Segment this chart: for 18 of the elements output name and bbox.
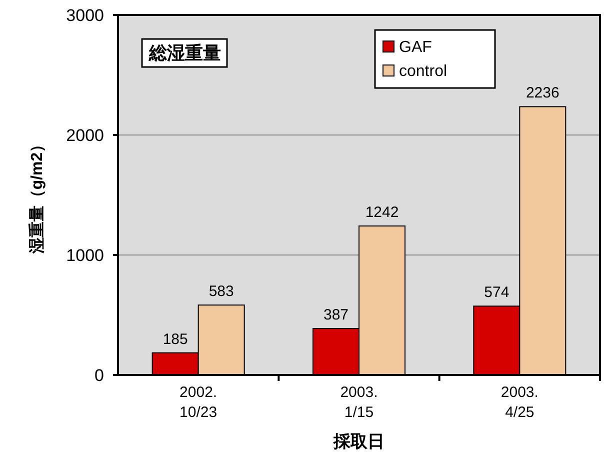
data-label: 1242 (365, 204, 399, 221)
y-tick-label: 0 (94, 366, 104, 385)
data-label: 583 (208, 283, 234, 300)
text: 総湿重量 (148, 43, 221, 63)
data-label: 2236 (526, 84, 560, 102)
y-tick-label: 1000 (66, 246, 104, 265)
x-tick-label: 2002. 10/23 (180, 384, 218, 421)
x-axis-title: 採取日 (332, 432, 384, 451)
data-label: 574 (484, 284, 510, 302)
y-axis-title: 湿重量（g/m2） (28, 136, 46, 255)
legend-label: GAF (399, 39, 432, 56)
legend-label: control (399, 63, 448, 80)
y-tick-label: 2000 (66, 126, 104, 145)
x-tick-label: 2003. 4/25 (500, 384, 538, 421)
y-tick-label: 3000 (66, 6, 104, 25)
data-label: 185 (162, 330, 188, 348)
data-label: 387 (323, 306, 349, 324)
x-tick-label: 2003. 1/15 (340, 384, 378, 421)
